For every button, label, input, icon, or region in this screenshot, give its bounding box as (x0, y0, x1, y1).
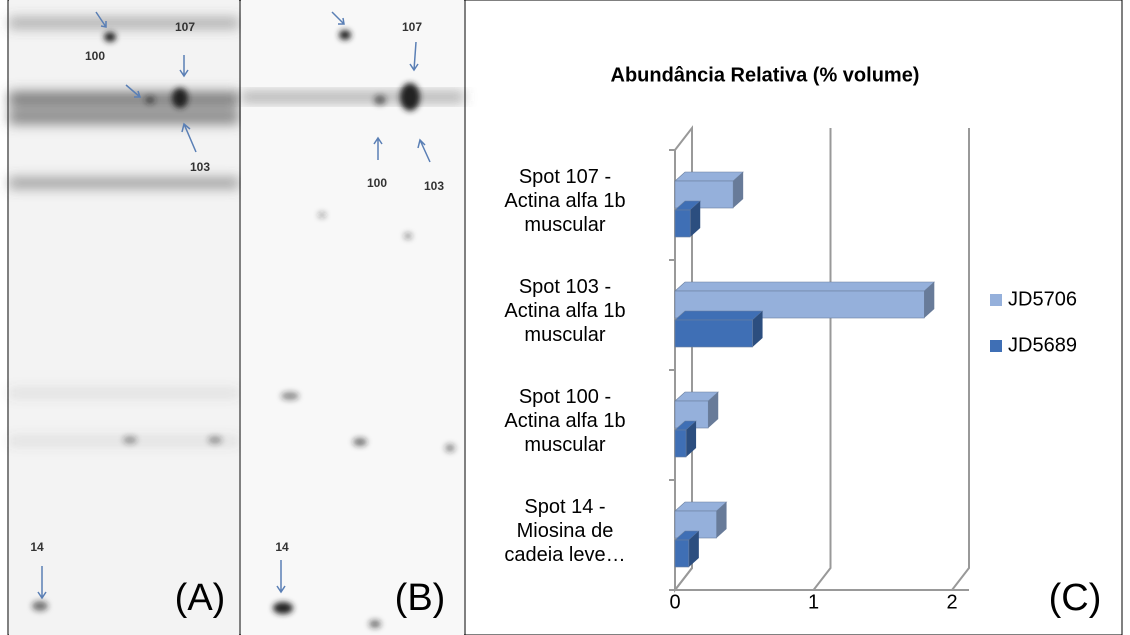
grid-line (674, 128, 693, 591)
panel-label: (B) (395, 577, 446, 619)
bar-face (674, 310, 764, 321)
bar (674, 501, 728, 539)
bar-face (686, 421, 697, 457)
legend-label: JD5689 (1008, 334, 1077, 356)
bar (674, 310, 764, 348)
bar (674, 530, 700, 568)
panel-label: (C) (1049, 577, 1102, 619)
bar-face (708, 392, 719, 428)
bar-face (716, 502, 727, 538)
bar-face (674, 429, 687, 458)
bar-face (674, 539, 690, 568)
category-label: Spot 107 - Actina alfa 1b muscular (504, 166, 626, 236)
legend-swatch (990, 340, 1002, 352)
bar-face (674, 171, 744, 182)
category-label: Spot 103 - Actina alfa 1b muscular (504, 276, 626, 346)
spot-label: 14 (30, 540, 44, 554)
spot-label: 103 (424, 179, 444, 193)
category-label: Spot 14 - Miosina de cadeia leve… (504, 496, 626, 566)
spot-label: 100 (85, 49, 105, 63)
bar-face (924, 282, 935, 318)
spot-label: 107 (175, 20, 195, 34)
x-tick-label: 0 (669, 591, 680, 613)
bar-face (752, 311, 763, 347)
category-label: Spot 100 - Actina alfa 1b muscular (504, 386, 626, 456)
bar-face (733, 172, 744, 208)
spot-label: 100 (367, 176, 387, 190)
spot-label: 14 (275, 540, 289, 554)
chart-title: Abundância Relativa (% volume) (611, 64, 920, 86)
bar-face (674, 319, 753, 348)
legend-label: JD5706 (1008, 288, 1077, 310)
gel-a (9, 0, 239, 635)
grid-line (951, 128, 970, 591)
x-tick-label: 1 (808, 591, 819, 613)
bar (674, 200, 702, 238)
legend-swatch (990, 294, 1002, 306)
bar-face (674, 281, 936, 292)
grid-line (812, 128, 832, 591)
bar-face (690, 201, 701, 237)
spot-label: 107 (402, 20, 422, 34)
x-tick-label: 2 (946, 591, 957, 613)
bar-face (674, 209, 691, 238)
bar (674, 420, 697, 458)
gel-b (241, 0, 464, 635)
bar-face (688, 531, 699, 567)
spot-label: 103 (190, 160, 210, 174)
panel-label: (A) (175, 577, 226, 619)
bar (674, 391, 720, 429)
